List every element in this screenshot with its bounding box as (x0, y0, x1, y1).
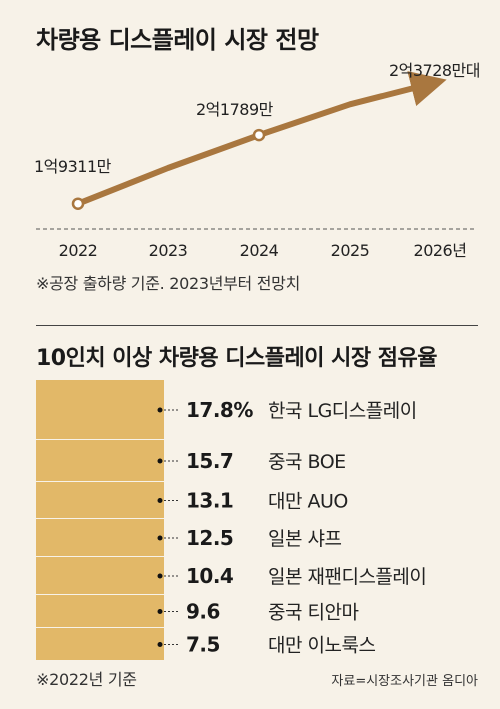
share-value-label: 9.6 (186, 600, 220, 624)
share-category-label: 대만 이노룩스 (268, 635, 375, 657)
share-value-label: 12.5 (186, 526, 233, 550)
share-category-label: 일본 샤프 (268, 528, 341, 550)
share-bar (36, 440, 164, 481)
share-category-label: 중국 티안마 (268, 602, 358, 624)
share-leader-dot (157, 609, 163, 614)
share-bar (36, 380, 164, 439)
share-value-label: 7.5 (186, 633, 220, 657)
share-leader-dot (157, 535, 163, 541)
section-divider (36, 325, 478, 326)
share-bar (36, 482, 164, 518)
outlook-value-label: 2억1789만 (196, 100, 274, 119)
outlook-point-2024 (252, 128, 266, 142)
outlook-footnote: ※공장 출하량 기준. 2023년부터 전망치 (36, 274, 301, 293)
x-tick-label: 2024 (240, 241, 279, 260)
share-leader-dot (157, 642, 163, 647)
share-leader-dot (157, 573, 163, 579)
x-tick-label: 2025 (331, 241, 370, 260)
share-bar (36, 557, 164, 594)
x-tick-label: 2026년 (414, 241, 467, 260)
share-value-label: 13.1 (186, 489, 233, 513)
share-leader-dot (157, 407, 163, 413)
share-leader-dot (157, 458, 163, 464)
outlook-line-chart: 1억9311만 2억1789만 2억3728만대 2022 2023 2024 2025 20… (34, 61, 481, 260)
share-bar (36, 595, 164, 627)
outlook-value-label: 1억9311만 (34, 157, 112, 176)
share-bar (36, 519, 164, 556)
share-value-label: 17.8% (186, 398, 253, 422)
share-category-label: 대만 AUO (268, 491, 348, 513)
share-category-label: 중국 BOE (268, 451, 346, 473)
share-category-label: 일본 재팬디스플레이 (268, 566, 426, 588)
x-tick-label: 2022 (59, 241, 98, 260)
outlook-title: 차량용 디스플레이 시장 전망 (36, 26, 319, 54)
share-value-label: 10.4 (186, 564, 233, 588)
outlook-value-label: 2억3728만대 (389, 61, 480, 80)
share-category-label: 한국 LG디스플레이 (268, 400, 417, 422)
share-leader-dot (157, 498, 163, 503)
source-credit: 자료=시장조사기관 옴디아 (331, 674, 478, 689)
share-footnote: ※2022년 기준 (36, 670, 137, 689)
share-bar (36, 628, 164, 660)
share-title: 10인치 이상 차량용 디스플레이 시장 점유율 (36, 346, 438, 371)
share-value-label: 15.7 (186, 449, 233, 473)
x-tick-label: 2023 (149, 241, 188, 260)
outlook-point-2022 (71, 197, 85, 210)
